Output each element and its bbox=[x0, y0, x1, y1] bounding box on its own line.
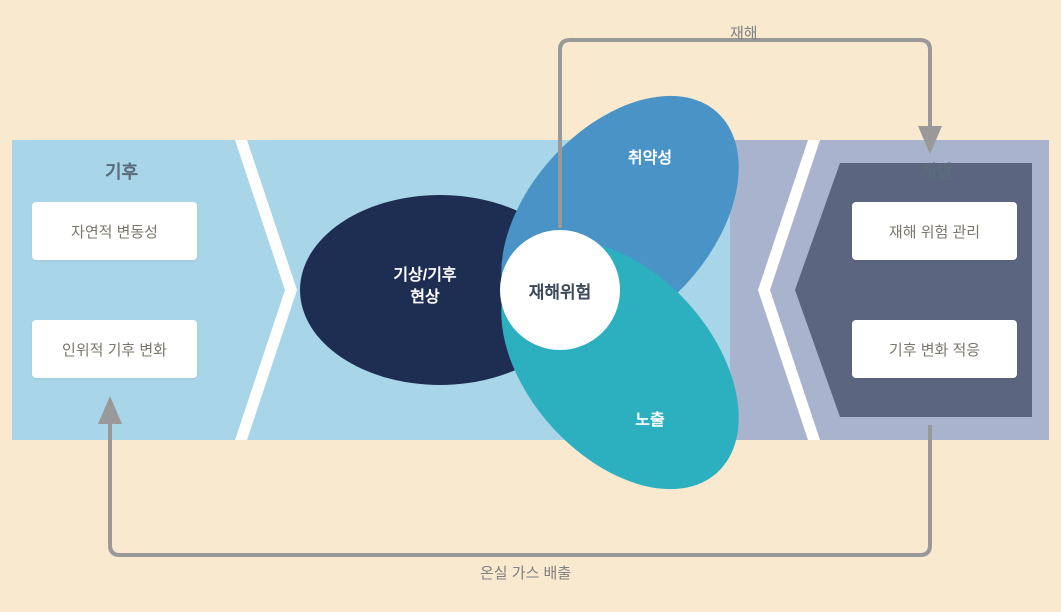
box-anthropogenic-change: 인위적 기후 변화 bbox=[32, 320, 197, 378]
left-panel-title: 기후 bbox=[105, 158, 138, 184]
label-arrow-top: 재해 bbox=[730, 22, 758, 43]
label-weather: 기상/기후 현상 bbox=[360, 265, 490, 310]
box-natural-variability: 자연적 변동성 bbox=[32, 202, 197, 260]
label-vulnerability: 취약성 bbox=[600, 148, 700, 170]
label-center-risk: 재해위험 bbox=[515, 278, 605, 303]
label-arrow-bottom: 온실 가스 배출 bbox=[480, 562, 571, 583]
diagram-root: 기후자연적 변동성인위적 기후 변화 개발재해 위험 관리기후 변화 적응 기상/기… bbox=[0, 0, 1061, 612]
label-exposure: 노출 bbox=[610, 410, 690, 432]
diagram-svg bbox=[0, 0, 1061, 612]
box-disaster-risk-mgmt: 재해 위험 관리 bbox=[852, 202, 1017, 260]
box-climate-adaptation: 기후 변화 적응 bbox=[852, 320, 1017, 378]
right-panel-title: 개발 bbox=[920, 158, 953, 184]
